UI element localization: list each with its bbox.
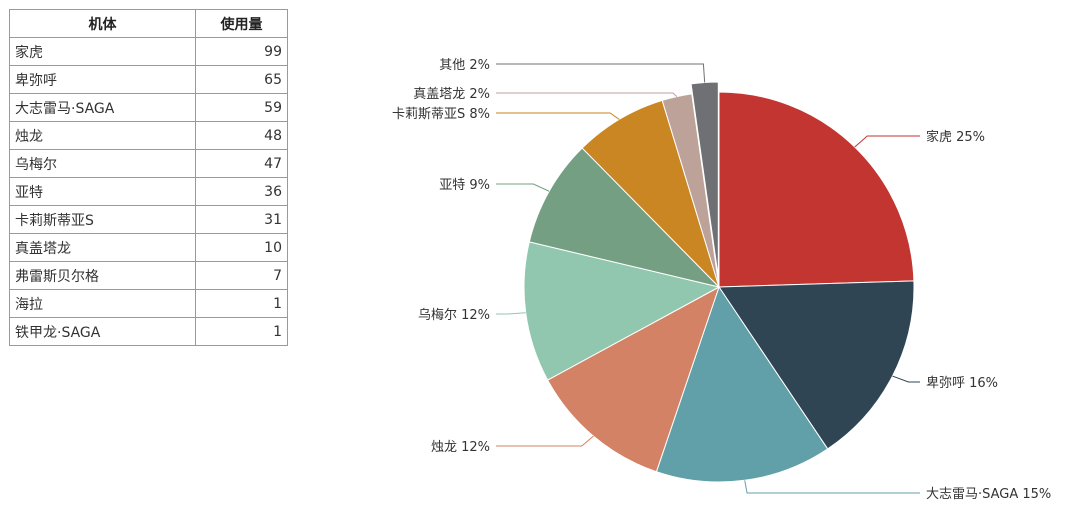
header-usage: 使用量 xyxy=(195,9,288,38)
pie-slice-label: 卑弥呼 16% xyxy=(926,375,998,391)
pie-leader-line xyxy=(496,63,706,83)
cell-usage-count: 31 xyxy=(195,205,288,234)
usage-table: 机体 使用量 家虎 99 卑弥呼 65 大志雷马·SAGA 59 烛龙 48 乌梅尔 47 亚特 36… xyxy=(9,9,288,346)
pie-slice[interactable] xyxy=(581,99,720,288)
table-header-row: 机体 使用量 xyxy=(9,9,288,38)
pie-leader-line xyxy=(744,480,920,494)
table-row: 真盖塔龙 10 xyxy=(9,233,288,262)
table-row: 烛龙 48 xyxy=(9,121,288,150)
cell-usage-count: 1 xyxy=(195,317,288,346)
pie-leader-line xyxy=(496,435,594,447)
pie-slice-label: 烛龙 12% xyxy=(431,440,490,455)
cell-mech-name: 亚特 xyxy=(9,177,196,206)
table-row: 大志雷马·SAGA 59 xyxy=(9,93,288,122)
cell-mech-name: 大志雷马·SAGA xyxy=(9,93,196,122)
pie-leader-line xyxy=(496,92,678,97)
pie-slice-label: 乌梅尔 12% xyxy=(418,307,490,323)
cell-usage-count: 59 xyxy=(195,93,288,122)
pie-leader-line xyxy=(496,112,620,120)
pie-slice-label: 卡莉斯蒂亚S 8% xyxy=(392,107,490,122)
pie-slice-label: 真盖塔龙 2% xyxy=(413,87,490,102)
cell-usage-count: 1 xyxy=(195,289,288,318)
header-mech: 机体 xyxy=(9,9,196,38)
cell-usage-count: 65 xyxy=(195,65,288,94)
cell-usage-count: 47 xyxy=(195,149,288,178)
table-row: 卑弥呼 65 xyxy=(9,65,288,94)
cell-mech-name: 乌梅尔 xyxy=(9,149,196,178)
table-row: 乌梅尔 47 xyxy=(9,149,288,178)
pie-slice[interactable] xyxy=(546,285,720,473)
table-row: 亚特 36 xyxy=(9,177,288,206)
pie-leader-line xyxy=(496,183,550,192)
pie-slice-label: 家虎 25% xyxy=(926,129,985,145)
pie-slice[interactable] xyxy=(528,147,721,288)
cell-usage-count: 36 xyxy=(195,177,288,206)
cell-usage-count: 99 xyxy=(195,37,288,66)
pie-slice-label: 亚特 9% xyxy=(439,178,490,193)
pie-slice[interactable] xyxy=(718,280,915,450)
pie-leader-line xyxy=(854,135,920,148)
pie-slice-label: 其他 2% xyxy=(439,58,490,73)
pie-slice-label: 大志雷马·SAGA 15% xyxy=(926,487,1051,502)
pie-slice[interactable] xyxy=(523,241,721,381)
cell-usage-count: 48 xyxy=(195,121,288,150)
pie-leader-line xyxy=(892,375,920,383)
table-row: 卡莉斯蒂亚S 31 xyxy=(9,205,288,234)
pie-leader-line xyxy=(496,312,526,315)
cell-usage-count: 7 xyxy=(195,261,288,290)
cell-mech-name: 铁甲龙·SAGA xyxy=(9,317,196,346)
cell-mech-name: 卡莉斯蒂亚S xyxy=(9,205,196,234)
cell-mech-name: 真盖塔龙 xyxy=(9,233,196,262)
pie-slice[interactable] xyxy=(718,91,915,288)
table-row: 铁甲龙·SAGA 1 xyxy=(9,317,288,346)
cell-mech-name: 烛龙 xyxy=(9,121,196,150)
